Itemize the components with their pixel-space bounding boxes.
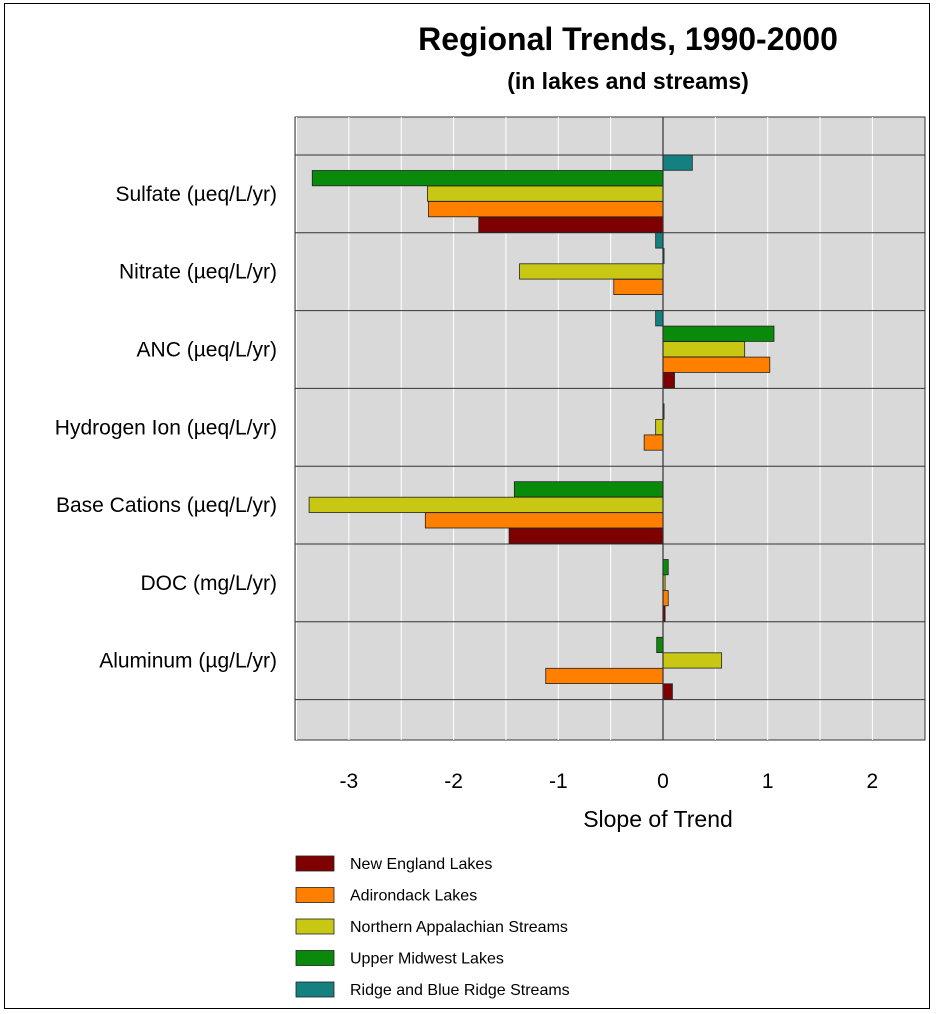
legend-label-upper-midwest-lakes: Upper Midwest Lakes [350, 951, 504, 968]
legend-label-northern-appalachian-streams: Northern Appalachian Streams [350, 919, 568, 936]
legend-label-ridge-and-blue-ridge-streams: Ridge and Blue Ridge Streams [350, 982, 570, 999]
category-label-aluminum: Aluminum (µg/L/yr) [99, 650, 277, 673]
bar-adirondack-lakes-hydrogen-ion [643, 434, 664, 451]
x-tick-label: -3 [340, 770, 359, 793]
bar-upper-midwest-lakes-base-cations [513, 481, 664, 498]
category-label-hydrogen-ion: Hydrogen Ion (µeq/L/yr) [55, 416, 277, 439]
category-labels: Sulfate (µeq/L/yr) Nitrate (µeq/L/yr) ANC … [55, 183, 277, 673]
category-separators [295, 154, 925, 701]
legend-label-new-england-lakes: New England Lakes [350, 856, 492, 873]
legend-swatch-ridge-and-blue-ridge-streams [295, 981, 335, 998]
legend-swatch-new-england-lakes [295, 855, 335, 872]
legend-swatch-upper-midwest-lakes [295, 950, 335, 966]
bar-ridge-and-blue-ridge-streams-nitrate [655, 232, 664, 249]
bar-adirondack-lakes-doc [662, 590, 669, 607]
bar-adirondack-lakes-nitrate [613, 278, 664, 295]
bar-adirondack-lakes-aluminum [545, 667, 664, 684]
bar-upper-midwest-lakes-doc [662, 559, 669, 576]
bar-new-england-lakes-aluminum [662, 683, 673, 700]
legend: New England Lakes Adirondack Lakes Norther… [295, 855, 570, 999]
bar-northern-appalachian-streams-aluminum [662, 652, 723, 669]
bar-northern-appalachian-streams-nitrate [519, 263, 664, 280]
x-tick-label: 2 [867, 770, 879, 793]
category-label-sulfate: Sulfate (µeq/L/yr) [116, 183, 278, 206]
category-label-doc: DOC (mg/L/yr) [141, 572, 278, 595]
bar-adirondack-lakes-anc [662, 356, 771, 373]
bar-ridge-and-blue-ridge-streams-anc [655, 310, 664, 327]
bar-upper-midwest-lakes-anc [662, 325, 775, 342]
legend-label-adirondack-lakes: Adirondack Lakes [350, 888, 477, 905]
bar-new-england-lakes-anc [662, 372, 675, 389]
bar-new-england-lakes-base-cations [508, 527, 664, 544]
x-tick-label: 0 [657, 770, 669, 793]
chart-subtitle: (in lakes and streams) [507, 68, 749, 94]
chart-title: Regional Trends, 1990-2000 [418, 21, 838, 57]
legend-swatch-adirondack-lakes [295, 887, 335, 903]
category-label-nitrate: Nitrate (µeq/L/yr) [119, 261, 277, 284]
bar-adirondack-lakes-sulfate [428, 201, 664, 218]
bar-northern-appalachian-streams-base-cations [308, 496, 664, 513]
bar-upper-midwest-lakes-aluminum [656, 636, 664, 653]
bar-upper-midwest-lakes-sulfate [311, 170, 664, 187]
x-axis-title: Slope of Trend [583, 806, 733, 832]
bar-new-england-lakes-sulfate [478, 216, 664, 233]
x-tick-label: 1 [762, 770, 774, 793]
bar-northern-appalachian-streams-sulfate [427, 185, 664, 202]
x-tick-labels: -3 -2 -1 0 1 2 [340, 770, 879, 793]
bar-northern-appalachian-streams-anc [662, 341, 746, 358]
x-tick-label: -2 [444, 770, 463, 793]
category-label-anc: ANC (µeq/L/yr) [137, 339, 277, 362]
bars [308, 154, 775, 700]
category-label-base-cations: Base Cations (µeq/L/yr) [56, 494, 277, 517]
bar-northern-appalachian-streams-hydrogen-ion [655, 418, 664, 436]
legend-swatch-northern-appalachian-streams [295, 918, 335, 935]
bar-ridge-and-blue-ridge-streams-sulfate [662, 154, 693, 171]
x-tick-label: -1 [549, 770, 568, 793]
bar-adirondack-lakes-base-cations [424, 512, 664, 529]
